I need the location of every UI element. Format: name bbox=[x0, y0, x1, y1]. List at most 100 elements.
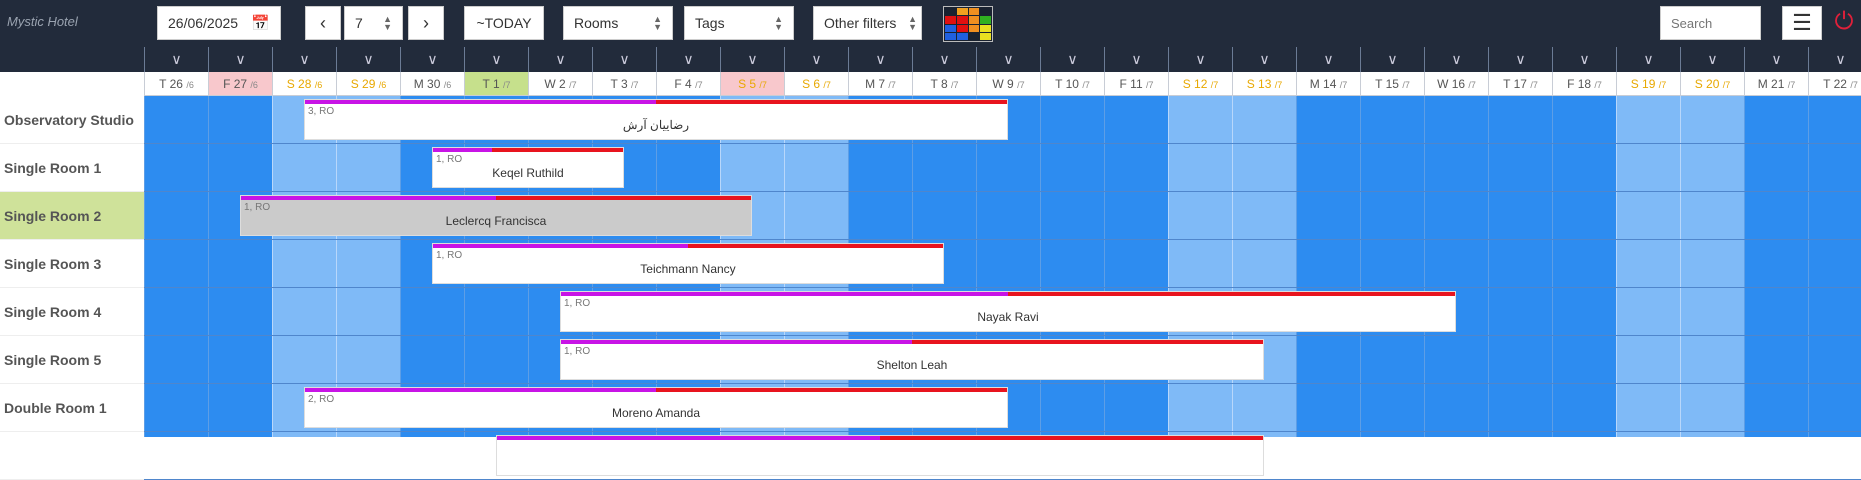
expand-day-chevron-icon[interactable]: ∨ bbox=[464, 47, 528, 72]
expand-day-chevron-icon[interactable]: ∨ bbox=[1552, 47, 1616, 72]
booking-bar[interactable]: 1, RO Teichmann Nancy bbox=[432, 243, 944, 284]
booking-bar[interactable]: 1, RO Keqel Ruthild bbox=[432, 147, 624, 188]
power-icon[interactable]: ⏻ bbox=[1834, 8, 1854, 35]
day-header[interactable]: M 30 /6 bbox=[400, 72, 464, 96]
booking-bar[interactable] bbox=[496, 435, 1264, 476]
room-label[interactable]: Observatory Studio bbox=[0, 96, 144, 144]
day-header[interactable]: S 12 /7 bbox=[1168, 72, 1232, 96]
room-label[interactable]: Single Room 4 bbox=[0, 288, 144, 336]
other-filters-select[interactable]: Other filters ▲ ▼ bbox=[813, 6, 922, 40]
search-input[interactable] bbox=[1660, 6, 1761, 40]
room-label[interactable]: Double Room 1 bbox=[0, 384, 144, 432]
expand-day-chevron-icon[interactable]: ∨ bbox=[208, 47, 272, 72]
day-header[interactable]: F 4 /7 bbox=[656, 72, 720, 96]
day-header[interactable]: T 1 /7 bbox=[464, 72, 528, 96]
room-label[interactable] bbox=[0, 432, 144, 480]
expand-day-chevron-icon[interactable]: ∨ bbox=[1296, 47, 1360, 72]
expand-day-chevron-icon[interactable]: ∨ bbox=[1680, 47, 1744, 72]
day-header[interactable]: M 7 /7 bbox=[848, 72, 912, 96]
day-column[interactable] bbox=[1744, 96, 1808, 437]
day-header[interactable]: T 3 /7 bbox=[592, 72, 656, 96]
day-header[interactable]: M 14 /7 bbox=[1296, 72, 1360, 96]
rooms-select[interactable]: Rooms ▲ ▼ bbox=[563, 6, 673, 40]
expand-day-chevron-icon[interactable]: ∨ bbox=[1616, 47, 1680, 72]
expand-day-chevron-icon[interactable]: ∨ bbox=[720, 47, 784, 72]
day-header[interactable]: S 20 /7 bbox=[1680, 72, 1744, 96]
day-header[interactable]: T 8 /7 bbox=[912, 72, 976, 96]
day-header[interactable]: S 6 /7 bbox=[784, 72, 848, 96]
day-column[interactable] bbox=[1104, 96, 1168, 437]
day-column[interactable] bbox=[1360, 96, 1424, 437]
calendar-icon[interactable]: 📅 bbox=[251, 15, 270, 32]
booking-bar[interactable]: 2, RO Moreno Amanda bbox=[304, 387, 1008, 428]
day-column[interactable] bbox=[1232, 96, 1296, 437]
booking-bar[interactable]: 1, RO Shelton Leah bbox=[560, 339, 1264, 380]
expand-day-chevron-icon[interactable]: ∨ bbox=[592, 47, 656, 72]
day-column[interactable] bbox=[1168, 96, 1232, 437]
day-header[interactable]: S 19 /7 bbox=[1616, 72, 1680, 96]
expand-day-chevron-icon[interactable]: ∨ bbox=[912, 47, 976, 72]
expand-day-chevron-icon[interactable]: ∨ bbox=[1488, 47, 1552, 72]
booking-bar[interactable]: 1, RO Nayak Ravi bbox=[560, 291, 1456, 332]
expand-day-chevron-icon[interactable]: ∨ bbox=[272, 47, 336, 72]
today-button[interactable]: ~TODAY bbox=[464, 6, 544, 40]
day-column[interactable] bbox=[1488, 96, 1552, 437]
expand-day-chevron-icon[interactable]: ∨ bbox=[1040, 47, 1104, 72]
room-label[interactable]: Single Room 1 bbox=[0, 144, 144, 192]
date-input[interactable]: 26/06/2025 📅 bbox=[157, 6, 281, 40]
room-label[interactable]: Single Room 2 bbox=[0, 192, 144, 240]
day-column[interactable] bbox=[1616, 96, 1680, 437]
day-column[interactable] bbox=[1808, 96, 1861, 437]
expand-day-chevron-icon[interactable]: ∨ bbox=[1104, 47, 1168, 72]
tags-select[interactable]: Tags ▲ ▼ bbox=[684, 6, 794, 40]
day-header[interactable]: T 17 /7 bbox=[1488, 72, 1552, 96]
expand-day-chevron-icon[interactable]: ∨ bbox=[1744, 47, 1808, 72]
day-column[interactable] bbox=[1552, 96, 1616, 437]
expand-day-chevron-icon[interactable]: ∨ bbox=[656, 47, 720, 72]
day-header[interactable]: S 5 /7 bbox=[720, 72, 784, 96]
booking-bar[interactable]: 1, RO Leclercq Francisca bbox=[240, 195, 752, 236]
room-label[interactable]: Single Room 5 bbox=[0, 336, 144, 384]
booking-bar[interactable]: 3, RO رضاییان آرش bbox=[304, 99, 1008, 140]
day-header[interactable]: T 26 /6 bbox=[144, 72, 208, 96]
expand-day-chevron-icon[interactable]: ∨ bbox=[1424, 47, 1488, 72]
day-header[interactable]: M 21 /7 bbox=[1744, 72, 1808, 96]
day-column[interactable] bbox=[272, 96, 336, 437]
day-header[interactable]: F 27 /6 bbox=[208, 72, 272, 96]
expand-day-chevron-icon[interactable]: ∨ bbox=[400, 47, 464, 72]
day-column[interactable] bbox=[144, 96, 208, 437]
next-button[interactable]: › bbox=[408, 6, 444, 40]
day-header[interactable]: S 13 /7 bbox=[1232, 72, 1296, 96]
days-select[interactable]: 7 ▲ ▼ bbox=[344, 6, 403, 40]
day-header[interactable]: S 29 /6 bbox=[336, 72, 400, 96]
day-header[interactable]: T 15 /7 bbox=[1360, 72, 1424, 96]
day-header[interactable]: T 22 /7 bbox=[1808, 72, 1861, 96]
day-header[interactable]: S 28 /6 bbox=[272, 72, 336, 96]
day-header[interactable]: W 9 /7 bbox=[976, 72, 1040, 96]
app-logo[interactable] bbox=[943, 6, 993, 42]
day-header[interactable]: W 2 /7 bbox=[528, 72, 592, 96]
day-column[interactable] bbox=[1040, 96, 1104, 437]
prev-button[interactable]: ‹ bbox=[305, 6, 341, 40]
day-column[interactable] bbox=[1296, 96, 1360, 437]
day-column[interactable] bbox=[1424, 96, 1488, 437]
day-header[interactable]: F 18 /7 bbox=[1552, 72, 1616, 96]
day-header[interactable]: F 11 /7 bbox=[1104, 72, 1168, 96]
day-column[interactable] bbox=[336, 96, 400, 437]
expand-day-chevron-icon[interactable]: ∨ bbox=[1808, 47, 1861, 72]
menu-button[interactable]: ☰ bbox=[1782, 6, 1822, 40]
day-column[interactable] bbox=[208, 96, 272, 437]
expand-day-chevron-icon[interactable]: ∨ bbox=[976, 47, 1040, 72]
expand-day-chevron-icon[interactable]: ∨ bbox=[528, 47, 592, 72]
expand-day-chevron-icon[interactable]: ∨ bbox=[336, 47, 400, 72]
day-header[interactable]: W 16 /7 bbox=[1424, 72, 1488, 96]
expand-day-chevron-icon[interactable]: ∨ bbox=[144, 47, 208, 72]
expand-day-chevron-icon[interactable]: ∨ bbox=[784, 47, 848, 72]
day-column[interactable] bbox=[1680, 96, 1744, 437]
expand-day-chevron-icon[interactable]: ∨ bbox=[1360, 47, 1424, 72]
expand-day-chevron-icon[interactable]: ∨ bbox=[1168, 47, 1232, 72]
day-header[interactable]: T 10 /7 bbox=[1040, 72, 1104, 96]
expand-day-chevron-icon[interactable]: ∨ bbox=[848, 47, 912, 72]
day-column[interactable] bbox=[976, 96, 1040, 437]
expand-day-chevron-icon[interactable]: ∨ bbox=[1232, 47, 1296, 72]
